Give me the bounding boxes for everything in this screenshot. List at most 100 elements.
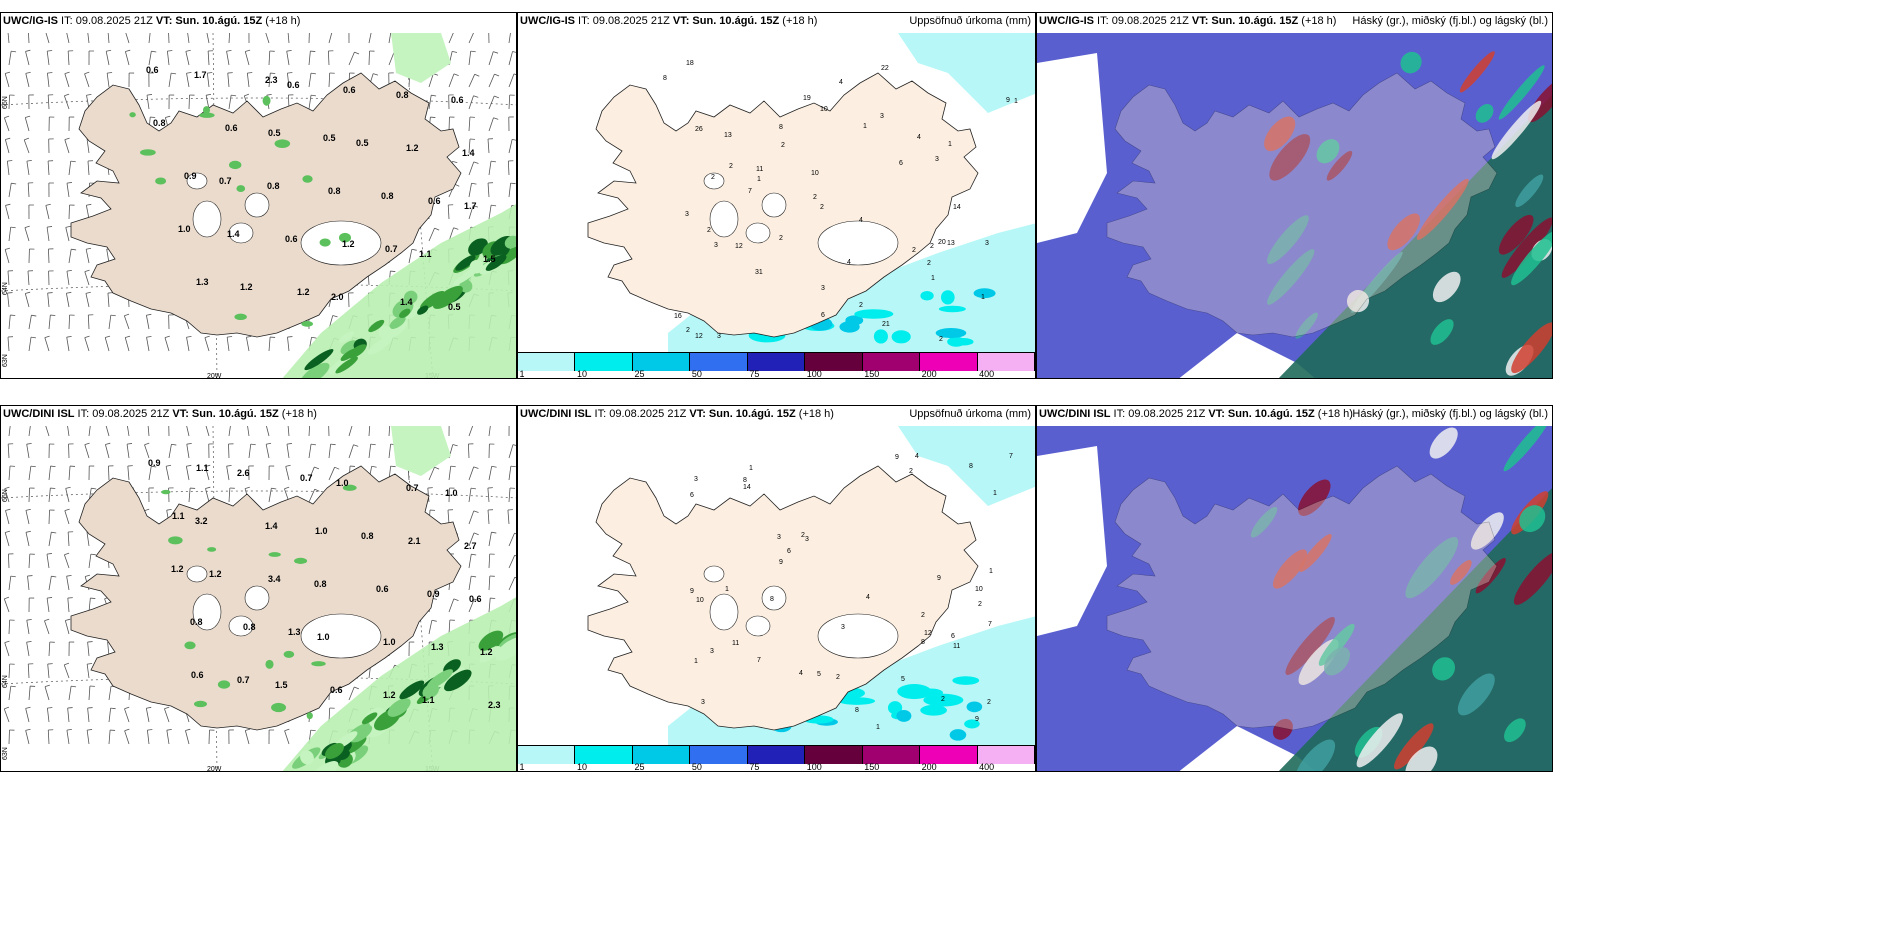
- value-label: 4: [847, 259, 851, 266]
- cloud-cell: [1318, 623, 1355, 666]
- wind-barb: [4, 73, 10, 88]
- wind-barb-flag: [66, 574, 72, 577]
- wind-barb-flag: [471, 553, 477, 556]
- wind-barb-flag: [110, 707, 116, 710]
- wind-barb-flag: [271, 487, 277, 490]
- wind-barb: [8, 663, 11, 679]
- value-label: 1.0: [383, 637, 396, 647]
- wind-barb: [468, 426, 474, 437]
- wind-barb-flag: [144, 442, 150, 446]
- wind-barb-flag: [470, 50, 476, 53]
- wind-barb: [84, 444, 90, 459]
- precip-cell: [140, 149, 156, 156]
- precip-cell: [302, 175, 313, 183]
- wind-barb: [3, 598, 10, 613]
- cloud-cell: [1450, 559, 1472, 585]
- wind-barb: [48, 248, 50, 264]
- wind-barb: [308, 73, 312, 88]
- wind-barb-flag: [27, 575, 33, 577]
- value-label: 2: [921, 612, 925, 619]
- glacier: [228, 222, 254, 244]
- panel-wind-precip-dini: UWC/DINI ISL IT: 09.08.2025 21Z VT: Sun.…: [0, 405, 517, 772]
- cloud-cell: [1511, 230, 1552, 286]
- value-label: 0.9: [148, 458, 161, 468]
- value-label: 1: [757, 176, 761, 183]
- cloud-cell: [1429, 427, 1458, 459]
- precip-cell: [306, 712, 313, 720]
- value-label: 1.0: [445, 488, 458, 498]
- wind-barb-flag: [64, 552, 70, 556]
- colorbar-cell: [632, 746, 691, 764]
- wind-barb: [268, 73, 271, 88]
- panel-subtitle: Uppsöfnuð úrkoma (mm): [909, 15, 1031, 27]
- value-label: 2.3: [265, 75, 278, 85]
- cloud-cell: [1387, 213, 1420, 251]
- wind-barb-flag: [227, 336, 233, 338]
- precip-cell: [368, 319, 385, 333]
- precip-cell: [274, 139, 291, 148]
- wind-barb: [48, 532, 52, 547]
- wind-barb-flag: [287, 72, 293, 74]
- value-label: 2: [813, 194, 817, 201]
- cloud-cell: [1511, 322, 1552, 374]
- wind-barb: [226, 51, 230, 66]
- cloud-cell: [1405, 537, 1459, 599]
- colorbar-label: 100: [806, 762, 822, 772]
- precip-cell: [294, 557, 308, 564]
- wind-barb: [84, 337, 90, 352]
- colorbar-label: 150: [864, 762, 880, 772]
- wind-barb-flag: [4, 706, 10, 710]
- panel-title: UWC/IG-IS IT: 09.08.2025 21Z VT: Sun. 10…: [3, 15, 301, 27]
- wind-barb: [25, 51, 30, 66]
- value-label: 2: [779, 235, 783, 242]
- wind-barb-flag: [434, 227, 440, 231]
- wind-barb-flag: [250, 443, 256, 446]
- wind-barb: [47, 293, 50, 308]
- wind-barb: [164, 337, 170, 352]
- wind-barb: [468, 139, 471, 154]
- cloud-cell: [1356, 713, 1403, 768]
- wind-barb: [86, 730, 90, 745]
- value-label: 0.9: [427, 589, 440, 599]
- wind-barb-flag: [266, 442, 272, 445]
- value-label: 2: [686, 327, 690, 334]
- value-label: 0.7: [237, 675, 250, 685]
- value-label: 1.7: [194, 70, 207, 80]
- wind-barb: [66, 730, 70, 745]
- wind-precip-map: 66N64N63N20W15W65N0.91.11.20.80.61.13.21…: [1, 426, 516, 771]
- wind-barb: [148, 51, 152, 66]
- value-label: 1: [1014, 98, 1018, 105]
- wind-barb: [48, 642, 51, 657]
- wind-barb-flag: [334, 466, 340, 470]
- value-label: 1: [981, 294, 985, 301]
- wind-barb: [48, 509, 50, 525]
- wind-barb-flag: [450, 465, 456, 468]
- value-label: 10: [811, 170, 819, 177]
- wind-barb: [6, 161, 10, 176]
- value-label: 1.2: [383, 690, 396, 700]
- value-label: 0.8: [328, 186, 341, 196]
- wind-barb: [7, 293, 10, 308]
- wind-barb: [86, 664, 90, 679]
- cloud-cell: [1459, 51, 1495, 93]
- wind-barb: [508, 577, 516, 591]
- value-label: 2: [801, 532, 805, 539]
- wind-barb: [246, 73, 250, 88]
- wind-barb: [4, 532, 10, 547]
- wind-barb: [244, 730, 250, 745]
- wind-barb-flag: [7, 292, 13, 294]
- precip-cell: [325, 743, 344, 759]
- wind-barb: [448, 73, 455, 88]
- wind-barb: [45, 33, 50, 44]
- wind-barb: [327, 50, 330, 66]
- wind-barb-flag: [165, 115, 171, 118]
- wind-barb: [186, 337, 190, 352]
- wind-barb-flag: [25, 530, 31, 533]
- wind-barb: [25, 532, 30, 547]
- wind-barb: [4, 139, 10, 154]
- wind-barb: [63, 664, 70, 679]
- value-label: 9: [895, 454, 899, 461]
- wind-barb: [28, 33, 30, 44]
- wind-barb: [468, 598, 475, 613]
- wind-barb: [507, 160, 510, 176]
